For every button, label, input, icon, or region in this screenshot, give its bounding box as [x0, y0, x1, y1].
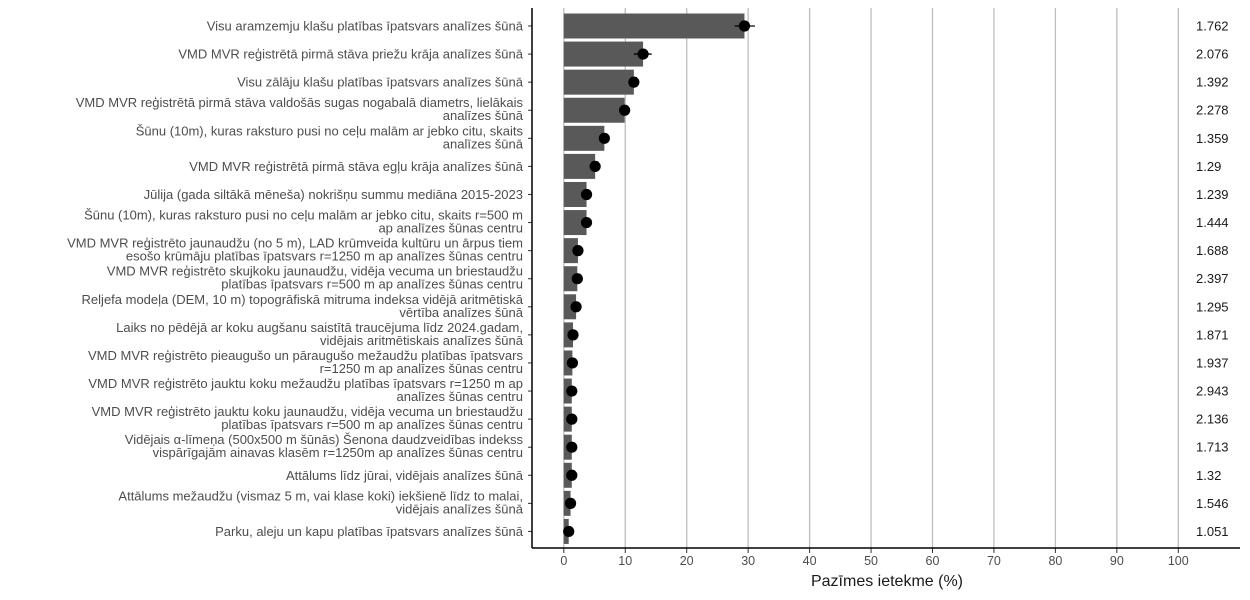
category-label: VMD MVR reģistrēto skujkoku jaunaudžu, v…	[107, 264, 523, 279]
mean-point	[566, 413, 578, 425]
mean-point	[571, 273, 583, 285]
mean-point	[566, 469, 578, 481]
x-axis-title: Pazīmes ietekme (%)	[811, 573, 963, 590]
side-value-label: 1.713	[1196, 440, 1229, 455]
bars	[563, 13, 745, 544]
mean-point	[566, 441, 578, 453]
side-value-label: 2.397	[1196, 271, 1229, 286]
side-value-label: 2.943	[1196, 384, 1229, 399]
axes	[528, 8, 1240, 553]
category-label: Visu aramzemju klašu platības īpatsvars …	[207, 19, 524, 34]
mean-point	[580, 188, 593, 201]
side-value-label: 1.688	[1196, 243, 1229, 258]
x-tick-label: 60	[926, 554, 940, 568]
category-label: analīzes šūnas centru	[397, 389, 523, 404]
side-value-labels: 1.762 2.076 1.392 2.278 1.359 1.29 1.239 1.444 1…	[1196, 19, 1229, 539]
x-tick-label: 100	[1168, 554, 1189, 568]
x-tick-labels: 0 10 20 30 40 50 60 70 80 90 100	[560, 554, 1188, 568]
side-value-label: 2.076	[1196, 47, 1229, 62]
mean-point	[580, 216, 593, 229]
mean-point	[589, 160, 601, 172]
category-label: Šūnu (10m), kuras raksturo pusi no ceļu …	[84, 208, 523, 223]
bar	[563, 210, 587, 236]
category-label: vispārīgajām ainavas klasēm r=1250m ap a…	[153, 445, 523, 460]
category-label: analīzes šūnā	[443, 136, 524, 151]
category-label: analīzes šūnā	[443, 108, 524, 123]
category-label: VMD MVR reģistrētā pirmā stāva egļu krāj…	[189, 159, 524, 174]
category-label: VMD MVR reģistrēto jaunaudžu (no 5 m), L…	[67, 236, 523, 251]
category-label: Šūnu (10m), kuras raksturo pusi no ceļu …	[136, 123, 524, 138]
mean-point	[637, 48, 649, 60]
category-label: vidējais aritmētiskais analīzes šūnā	[320, 333, 524, 348]
side-value-label: 1.359	[1196, 131, 1229, 146]
category-label: VMD MVR reģistrēto pieaugušo un pārauguš…	[88, 348, 524, 363]
mean-point	[563, 525, 575, 538]
side-value-label: 1.444	[1196, 215, 1229, 230]
mean-point	[570, 301, 582, 313]
side-value-label: 1.29	[1196, 159, 1221, 174]
category-label: platības īpatsvars r=500 m ap analīzes š…	[221, 417, 523, 432]
category-label: Parku, aleju un kapu platības īpatsvars …	[215, 524, 524, 539]
category-label: Vidējais α-līmeņa (500x500 m šūnās) Šeno…	[125, 432, 524, 447]
mean-point	[572, 245, 584, 257]
mean-point	[566, 357, 579, 369]
bar	[563, 97, 625, 123]
x-tick-label: 70	[987, 554, 1001, 568]
x-tick-label: 30	[741, 554, 755, 568]
mean-point	[628, 76, 640, 88]
bar	[563, 181, 587, 207]
mean-point	[738, 20, 751, 32]
bar	[563, 125, 605, 151]
mean-point	[567, 329, 579, 341]
x-tick-label: 0	[560, 554, 567, 568]
category-label: ap analīzes šūnas centru	[378, 221, 523, 236]
side-value-label: 1.392	[1196, 75, 1229, 90]
category-label: Attālums mežaudžu (vismaz 5 m, vai klase…	[118, 488, 523, 503]
x-tick-label: 10	[618, 554, 632, 568]
bar	[563, 41, 644, 67]
bar	[563, 69, 634, 95]
vertical-gridlines	[563, 8, 1179, 548]
side-value-label: 1.546	[1196, 496, 1229, 511]
side-value-label: 1.051	[1196, 524, 1229, 539]
mean-point	[598, 132, 610, 144]
category-label: vērtība analīzes šūnā	[399, 305, 523, 320]
side-value-label: 1.937	[1196, 355, 1229, 370]
bar	[563, 266, 578, 292]
side-value-label: 1.871	[1196, 327, 1229, 342]
bar	[563, 13, 745, 39]
mean-point	[619, 104, 631, 116]
category-label: VMD MVR reģistrēto jauktu koku jaunaudžu…	[92, 404, 523, 419]
category-label: vidējais analīzes šūnā	[396, 501, 524, 516]
bar	[563, 238, 578, 264]
mean-point	[566, 385, 578, 397]
category-label: platības īpatsvars r=500 m ap analīzes š…	[221, 277, 523, 292]
x-tick-label: 80	[1048, 554, 1062, 568]
side-value-label: 1.295	[1196, 299, 1229, 314]
side-value-label: 1.239	[1196, 187, 1229, 202]
mean-point	[564, 497, 577, 509]
mean-points	[563, 20, 751, 538]
bar	[563, 294, 577, 320]
category-label: Reljefa modeļa (DEM, 10 m) topogrāfiskā …	[82, 292, 524, 307]
x-tick-label: 40	[803, 554, 817, 568]
category-label: VMD MVR reģistrēto jauktu koku mežaudžu …	[88, 376, 523, 391]
category-label: Attālums līdz jūrai, vidējais analīzes š…	[286, 468, 524, 483]
side-value-label: 2.136	[1196, 412, 1229, 427]
side-value-label: 1.762	[1196, 19, 1229, 34]
x-tick-label: 90	[1110, 554, 1124, 568]
side-value-label: 2.278	[1196, 103, 1229, 118]
side-value-label: 1.32	[1196, 468, 1221, 483]
category-label: Laiks no pēdējā ar koku augšanu saistītā…	[116, 320, 523, 335]
category-label: r=1250 m ap analīzes šūnas centru	[320, 361, 523, 376]
category-label: esošo krūmāju platības īpatsvars r=1250 …	[126, 249, 523, 264]
x-tick-label: 50	[864, 554, 878, 568]
category-label: Jūlija (gada siltākā mēneša) nokrišņu su…	[144, 187, 523, 202]
category-label: VMD MVR reģistrētā pirmā stāva valdošās …	[76, 95, 524, 110]
category-label: Visu zālāju klašu platības īpatsvars ana…	[237, 75, 524, 90]
category-labels: Visu aramzemju klašu platības īpatsvars …	[67, 19, 524, 539]
x-tick-label: 20	[680, 554, 694, 568]
category-label: VMD MVR reģistrētā pirmā stāva priežu kr…	[178, 47, 523, 62]
